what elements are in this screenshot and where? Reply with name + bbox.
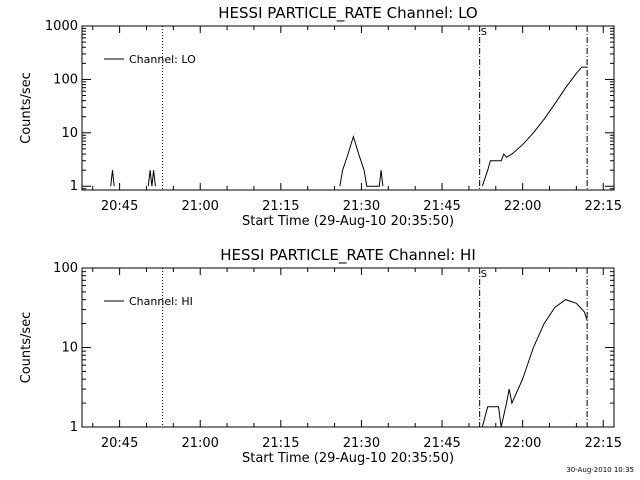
x-tick-label: 22:00	[504, 436, 541, 451]
time-marker-label: S	[481, 269, 487, 280]
x-tick-label: 22:15	[585, 436, 622, 451]
x-tick-label: 21:45	[423, 436, 460, 451]
y-tick-label: 10	[61, 126, 78, 141]
chart-title: HESSI PARTICLE_RATE Channel: HI	[220, 246, 476, 265]
x-tick-label: 21:30	[343, 436, 380, 451]
x-tick-label: 21:15	[262, 199, 299, 214]
y-tick-label: 10	[61, 341, 78, 356]
chart-hi-panel: HESSI PARTICLE_RATE Channel: HI 20:45 21:0…	[19, 246, 622, 466]
y-axis-label: Counts/sec	[19, 312, 34, 384]
x-tick-label: 21:15	[262, 436, 299, 451]
x-tick-label: 20:45	[101, 199, 138, 214]
timestamp-stamp: 30-Aug-2010 10:35	[566, 466, 634, 474]
x-tick-label: 21:00	[181, 436, 218, 451]
series-line	[110, 170, 115, 187]
chart-title: HESSI PARTICLE_RATE Channel: LO	[218, 4, 477, 23]
x-tick-label: 21:00	[181, 199, 218, 214]
y-tick-label: 1000	[45, 19, 78, 34]
y-tick-label: 100	[53, 261, 78, 276]
x-tick-label: 21:45	[423, 199, 460, 214]
series-line	[147, 170, 156, 187]
x-tick-label: 21:30	[343, 199, 380, 214]
series-line	[339, 134, 384, 187]
y-tick-label: 1	[70, 179, 78, 194]
y-axis-label: Counts/sec	[19, 72, 34, 144]
x-axis-label: Start Time (29-Aug-10 20:35:50)	[242, 451, 454, 466]
series-line	[481, 66, 588, 187]
plot-frame	[81, 25, 615, 191]
x-tick-label: 22:00	[504, 199, 541, 214]
y-tick-label: 1	[70, 420, 78, 435]
x-axis-label: Start Time (29-Aug-10 20:35:50)	[242, 214, 454, 229]
legend-entry: Channel: LO	[129, 53, 196, 66]
x-tick-label: 22:15	[585, 199, 622, 214]
time-marker-label: S	[481, 27, 487, 38]
x-tick-label: 20:45	[101, 436, 138, 451]
series-line	[481, 299, 588, 428]
plot-frame	[81, 267, 615, 428]
legend-entry: Channel: HI	[129, 295, 193, 308]
chart-lo-panel: HESSI PARTICLE_RATE Channel: LO 20:45 21:0…	[19, 4, 622, 229]
y-tick-label: 100	[53, 72, 78, 87]
